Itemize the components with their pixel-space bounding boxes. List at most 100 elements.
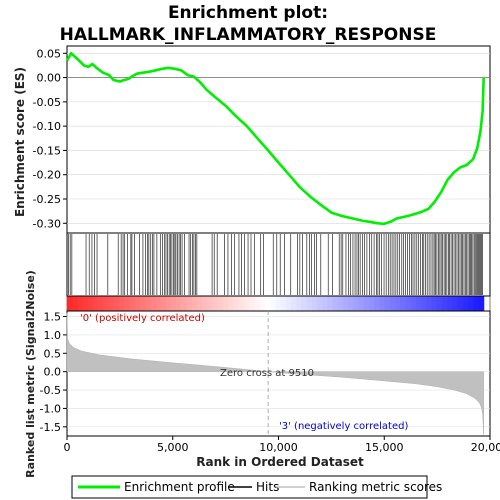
- metric-tick-label: -0.5: [40, 384, 61, 397]
- gradient-segment: [202, 296, 209, 311]
- gradient-segment: [98, 296, 105, 311]
- gradient-segment: [186, 296, 193, 311]
- es-tick-label: -0.30: [33, 217, 61, 230]
- x-axis-label: Rank in Ordered Dataset: [196, 455, 364, 469]
- gradient-segment: [410, 296, 417, 311]
- gradient-segment: [113, 296, 120, 311]
- gradient-segment: [358, 296, 365, 311]
- gradient-segment: [426, 296, 433, 311]
- gradient-segment: [468, 296, 474, 311]
- chart-title-line1: Enrichment plot:: [168, 3, 328, 23]
- gradient-segment: [327, 296, 334, 311]
- gradient-segment: [134, 296, 141, 311]
- gradient-segment: [270, 296, 276, 311]
- gradient-segment: [212, 296, 219, 311]
- metric-tick-label: 1.0: [44, 329, 62, 342]
- metric-tick-label: -1.5: [40, 421, 61, 434]
- gradient-segment: [139, 296, 146, 311]
- x-tick-label: 15,000: [365, 441, 404, 454]
- gradient-segment: [165, 296, 172, 311]
- gradient-strip: [67, 296, 485, 311]
- chart-title-line2: HALLMARK_INFLAMMATORY_RESPONSE: [60, 25, 437, 45]
- es-tick-label: -0.20: [33, 169, 61, 182]
- gradient-segment: [311, 296, 318, 311]
- hits-panel-frame: [66, 232, 491, 297]
- gradient-segment: [384, 296, 391, 311]
- gradient-segment: [280, 296, 287, 311]
- gradient-segment: [285, 296, 292, 311]
- gradient-segment: [103, 296, 110, 311]
- metric-tick-label: -1.0: [40, 402, 61, 415]
- gradient-segment: [207, 296, 214, 311]
- metric-tick-label: 0.0: [44, 366, 62, 379]
- gradient-segment: [436, 296, 443, 311]
- x-tick-label: 20,000: [471, 441, 500, 454]
- gradient-segment: [129, 296, 136, 311]
- gradient-segment: [275, 296, 282, 311]
- gradient-segment: [363, 296, 370, 311]
- es-panel-frame: [66, 45, 491, 234]
- gradient-segment: [228, 296, 235, 311]
- gradient-segment: [379, 296, 386, 311]
- gradient-segment: [473, 296, 480, 311]
- gradient-segment: [447, 296, 454, 311]
- gradient-segment: [441, 296, 448, 311]
- gradient-segment: [197, 296, 204, 311]
- gradient-segment: [353, 296, 360, 311]
- gradient-segment: [238, 296, 245, 311]
- gradient-segment: [87, 296, 94, 311]
- gradient-segment: [374, 296, 381, 311]
- gradient-segment: [452, 296, 459, 311]
- es-tick-label: -0.25: [33, 193, 61, 206]
- gradient-segment: [67, 296, 73, 311]
- zero-cross-label: Zero cross at 9510: [220, 368, 314, 379]
- gradient-segment: [431, 296, 438, 311]
- gradient-segment: [191, 296, 198, 311]
- x-tick-label: 5,000: [157, 441, 189, 454]
- es-tick-label: -0.05: [33, 96, 61, 109]
- gradient-segment: [301, 296, 308, 311]
- gradient-segment: [254, 296, 261, 311]
- gradient-segment: [171, 296, 177, 311]
- gradient-segment: [218, 296, 224, 311]
- gradient-segment: [348, 296, 355, 311]
- gradient-segment: [415, 296, 422, 311]
- gradient-segment: [296, 296, 302, 311]
- gradient-segment: [244, 296, 250, 311]
- gradient-segment: [264, 296, 271, 311]
- gradient-segment: [290, 296, 297, 311]
- gradient-segment: [457, 296, 464, 311]
- x-tick-label: 10,000: [259, 441, 298, 454]
- legend-hits-label: Hits: [256, 480, 279, 494]
- gradient-segment: [332, 296, 339, 311]
- gradient-segment: [176, 296, 183, 311]
- gradient-segment: [421, 296, 427, 311]
- gradient-segment: [259, 296, 266, 311]
- gradient-segment: [462, 296, 469, 311]
- pos-correlated-label: '0' (positively correlated): [80, 313, 205, 324]
- es-axis-label: Enrichment score (ES): [13, 67, 27, 217]
- gradient-segment: [160, 296, 167, 311]
- gradient-segment: [145, 296, 151, 311]
- hits-panel: [68, 234, 483, 295]
- gradient-segment: [82, 296, 89, 311]
- gradient-segment: [369, 296, 375, 311]
- gradient-segment: [306, 296, 313, 311]
- gradient-segment: [337, 296, 344, 311]
- gradient-segment: [155, 296, 162, 311]
- gradient-segment: [181, 296, 188, 311]
- es-panel: 0.05 0.00 -0.05 -0.10 -0.15 -0.20 -0.25 -0.30: [33, 47, 490, 230]
- gradient-segment: [343, 296, 349, 311]
- gradient-segment: [405, 296, 412, 311]
- gradient-segment: [249, 296, 256, 311]
- gradient-segment: [400, 296, 407, 311]
- es-tick-label: 0.05: [37, 47, 62, 60]
- metric-panel: 1.5 1.0 0.5 0.0 -0.5 -1.0 -1.50 5,000 10,000 15,0…: [40, 311, 500, 454]
- es-tick-label: 0.00: [37, 72, 62, 85]
- gradient-segment: [223, 296, 230, 311]
- gradient-segment: [108, 296, 115, 311]
- gradient-segment: [478, 296, 485, 311]
- es-tick-label: -0.15: [33, 144, 61, 157]
- legend: Enrichment profile Hits Ranking metric s…: [71, 475, 442, 499]
